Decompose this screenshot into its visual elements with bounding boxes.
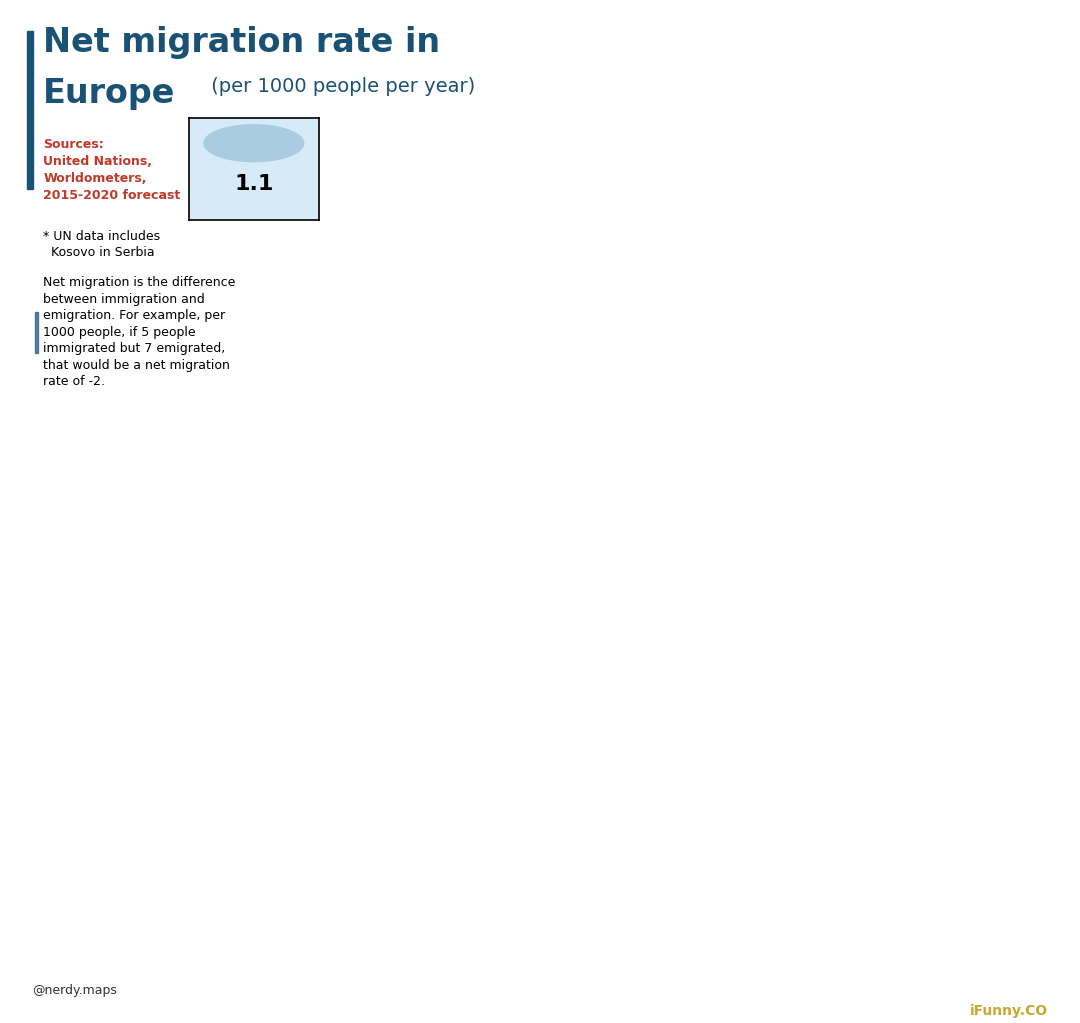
Text: @nerdy.maps: @nerdy.maps xyxy=(32,984,118,997)
Text: Sources:
United Nations,
Worldometers,
2015-2020 forecast: Sources: United Nations, Worldometers, 2… xyxy=(43,138,180,203)
Text: (per 1000 people per year): (per 1000 people per year) xyxy=(205,77,475,96)
Text: * UN data includes
  Kosovo in Serbia: * UN data includes Kosovo in Serbia xyxy=(43,230,160,259)
Text: Europe: Europe xyxy=(43,77,176,109)
Text: iFunny.CO: iFunny.CO xyxy=(970,1004,1048,1018)
Text: Net migration rate in: Net migration rate in xyxy=(43,26,441,58)
Polygon shape xyxy=(204,125,303,162)
Text: Net migration is the difference
between immigration and
emigration. For example,: Net migration is the difference between … xyxy=(43,276,235,388)
Text: 1.1: 1.1 xyxy=(234,174,273,194)
